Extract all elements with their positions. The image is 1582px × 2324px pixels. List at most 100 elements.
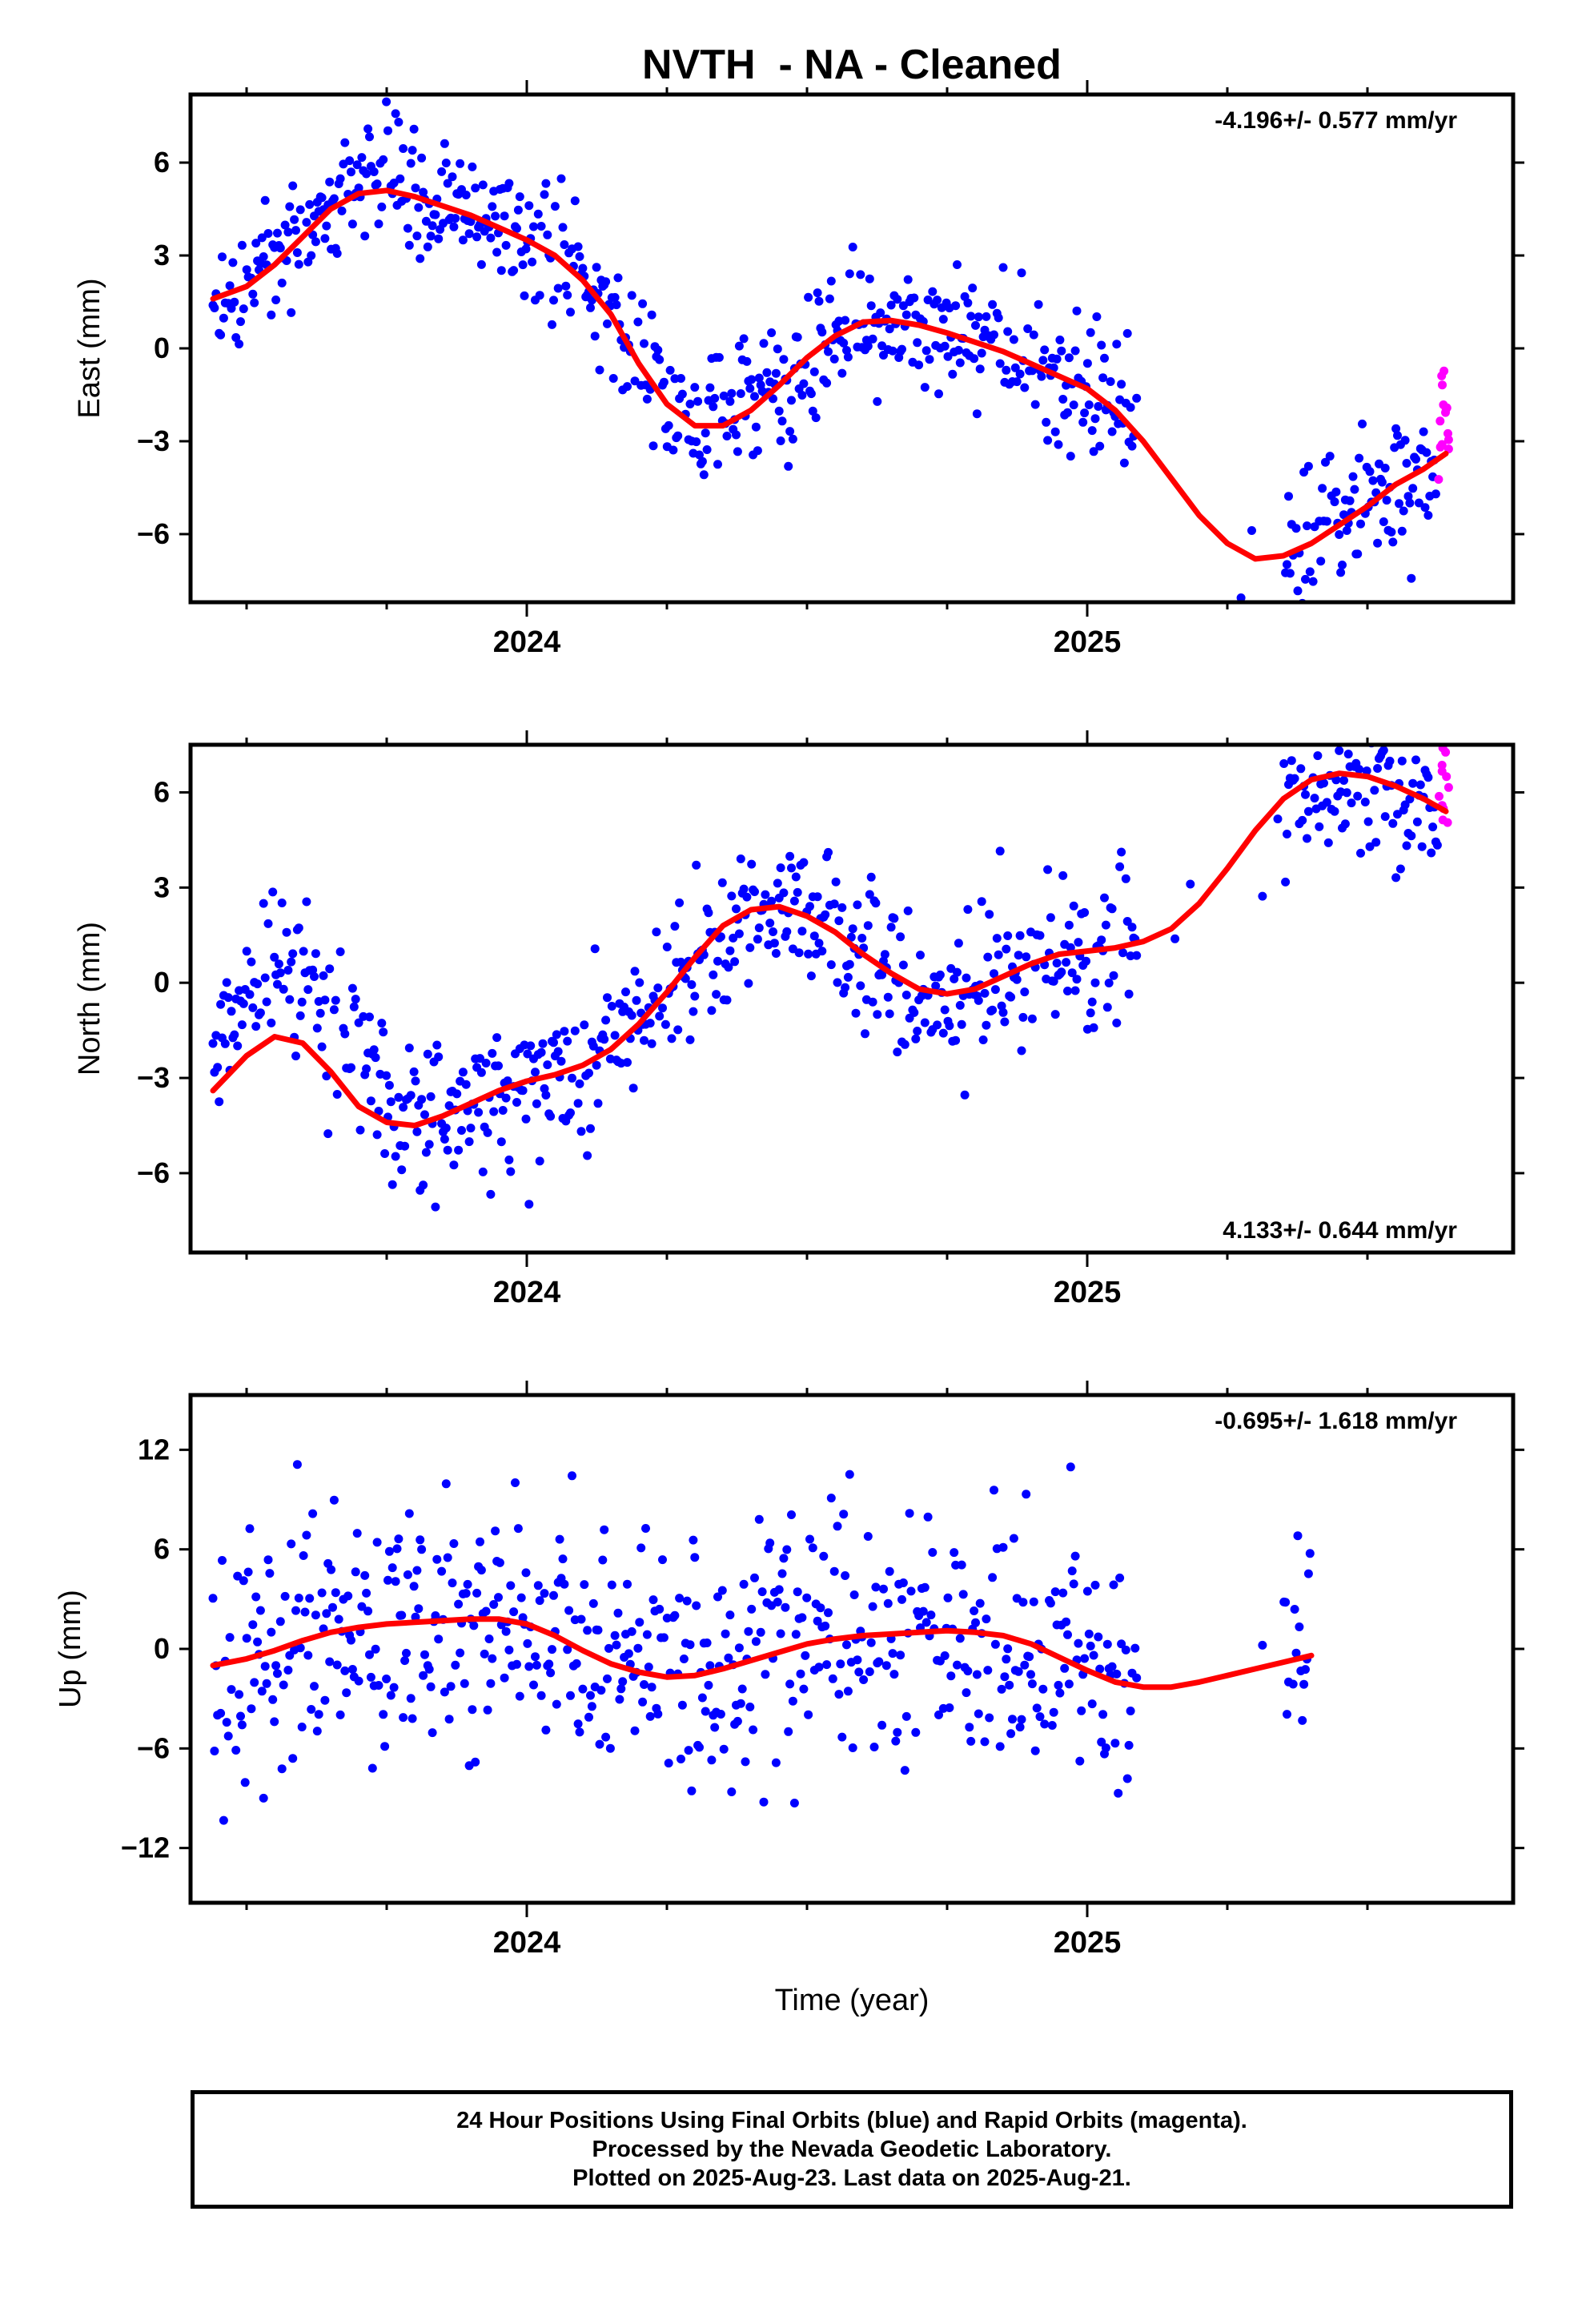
final-orbit-point bbox=[747, 859, 757, 869]
final-orbit-point bbox=[773, 344, 782, 354]
rapid-orbit-point bbox=[1439, 0, 1448, 5]
final-orbit-point bbox=[732, 430, 741, 440]
footer-caption-box: 24 Hour Positions Using Final Orbits (bl… bbox=[191, 2090, 1513, 2209]
final-orbit-point bbox=[245, 1524, 255, 1534]
final-orbit-point bbox=[1058, 395, 1068, 404]
final-orbit-point bbox=[928, 287, 938, 296]
final-orbit-point bbox=[553, 1047, 563, 1056]
final-orbit-point bbox=[921, 1618, 931, 1627]
final-orbit-point bbox=[550, 202, 560, 211]
final-orbit-point bbox=[580, 1020, 589, 1030]
final-orbit-point bbox=[828, 1674, 837, 1683]
final-orbit-point bbox=[239, 1576, 248, 1586]
panel-north: −6 −3 0 3 6 2024 2025 North (mm) 4.133+/- 0.644 … bbox=[73, 730, 1524, 1309]
final-orbit-point bbox=[1030, 1746, 1040, 1755]
final-orbit-point bbox=[458, 235, 468, 245]
final-orbit-point bbox=[600, 1525, 609, 1534]
final-orbit-point bbox=[697, 456, 707, 466]
final-orbit-point bbox=[1087, 997, 1097, 1007]
final-orbit-point bbox=[1356, 848, 1365, 858]
final-orbit-point bbox=[1114, 1788, 1123, 1798]
final-orbit-point bbox=[566, 1108, 575, 1118]
final-orbit-point bbox=[299, 947, 308, 956]
final-orbit-point bbox=[1377, 477, 1387, 487]
final-orbit-point bbox=[963, 1667, 973, 1676]
final-orbit-point bbox=[901, 1711, 911, 1721]
final-orbit-point bbox=[434, 1634, 444, 1644]
final-orbit-point bbox=[826, 960, 836, 970]
final-orbit-point bbox=[593, 1099, 603, 1108]
final-orbit-point bbox=[387, 1563, 397, 1573]
final-orbit-point bbox=[449, 222, 459, 231]
final-orbit-point bbox=[1069, 901, 1078, 911]
final-orbit-point bbox=[913, 1027, 922, 1035]
final-orbit-point bbox=[1291, 524, 1301, 533]
final-orbit-point bbox=[310, 1682, 319, 1691]
final-orbit-point bbox=[363, 1606, 373, 1616]
final-orbit-point bbox=[1006, 992, 1016, 1002]
final-orbit-point bbox=[1367, 0, 1376, 5]
final-orbit-point bbox=[213, 1063, 223, 1072]
final-orbit-point bbox=[923, 296, 933, 304]
final-orbit-point bbox=[351, 995, 360, 1004]
final-orbit-point bbox=[677, 1700, 687, 1710]
final-orbit-point bbox=[880, 950, 889, 959]
final-orbit-point bbox=[767, 896, 777, 906]
final-orbit-point bbox=[273, 979, 282, 989]
final-orbit-point bbox=[928, 1548, 938, 1557]
final-orbit-point bbox=[371, 1644, 380, 1654]
final-orbit-point bbox=[420, 1110, 429, 1120]
rapid-orbit-point bbox=[1436, 0, 1445, 5]
final-orbit-point bbox=[963, 298, 973, 308]
final-orbit-point bbox=[845, 959, 854, 969]
final-orbit-point bbox=[953, 1660, 962, 1670]
final-orbit-point bbox=[509, 1607, 519, 1617]
final-orbit-point bbox=[227, 1685, 236, 1695]
final-orbit-point bbox=[747, 1604, 757, 1614]
final-orbit-point bbox=[533, 1581, 543, 1590]
final-orbit-point bbox=[1086, 328, 1095, 337]
final-orbit-point bbox=[1360, 798, 1370, 806]
final-orbit-point bbox=[709, 970, 718, 979]
final-orbit-point bbox=[776, 436, 785, 445]
final-orbit-point bbox=[561, 281, 571, 291]
final-orbit-point bbox=[865, 1667, 874, 1676]
final-orbit-point bbox=[841, 983, 850, 992]
final-orbit-point bbox=[476, 1054, 484, 1063]
final-orbit-point bbox=[1350, 485, 1359, 494]
final-orbit-point bbox=[384, 1546, 394, 1556]
panels: −6 −3 0 3 6 2024 2025 East (mm) -4.196+/- 0.577 … bbox=[54, 0, 1524, 2017]
final-orbit-point bbox=[751, 422, 761, 432]
final-orbit-point bbox=[1363, 0, 1371, 5]
final-orbit-point bbox=[397, 1165, 407, 1175]
final-orbit-point bbox=[474, 1108, 484, 1117]
final-orbit-point bbox=[1365, 842, 1375, 851]
final-orbit-point bbox=[506, 1167, 516, 1176]
final-orbit-point bbox=[419, 1180, 428, 1190]
final-orbit-point bbox=[501, 1626, 511, 1636]
final-orbit-point bbox=[1119, 458, 1129, 468]
final-orbit-point bbox=[1066, 452, 1075, 461]
final-orbit-point bbox=[1373, 0, 1382, 5]
final-orbit-point bbox=[1415, 0, 1423, 5]
final-orbit-point bbox=[231, 1746, 241, 1755]
final-orbit-point bbox=[699, 470, 709, 480]
final-orbit-point bbox=[297, 997, 307, 1007]
final-orbit-point bbox=[1014, 951, 1023, 960]
final-orbit-point bbox=[1391, 0, 1400, 5]
final-orbit-point bbox=[994, 313, 1003, 323]
final-orbit-points bbox=[208, 97, 1440, 602]
final-orbit-point bbox=[1387, 0, 1395, 5]
final-orbit-point bbox=[865, 274, 874, 283]
final-orbit-point bbox=[402, 1648, 411, 1658]
final-orbit-point bbox=[225, 1633, 235, 1642]
final-orbit-point bbox=[995, 359, 1005, 368]
final-orbit-point bbox=[647, 1039, 656, 1048]
final-orbit-point bbox=[428, 1728, 437, 1738]
final-orbit-point bbox=[382, 1071, 391, 1080]
final-orbit-point bbox=[653, 345, 663, 355]
chart-title: NVTH - NA - Cleaned bbox=[642, 42, 1062, 88]
final-orbit-point bbox=[1014, 1667, 1023, 1676]
rate-label: -0.695+/- 1.618 mm/yr bbox=[1215, 1408, 1457, 1434]
final-orbit-point bbox=[541, 1091, 551, 1100]
